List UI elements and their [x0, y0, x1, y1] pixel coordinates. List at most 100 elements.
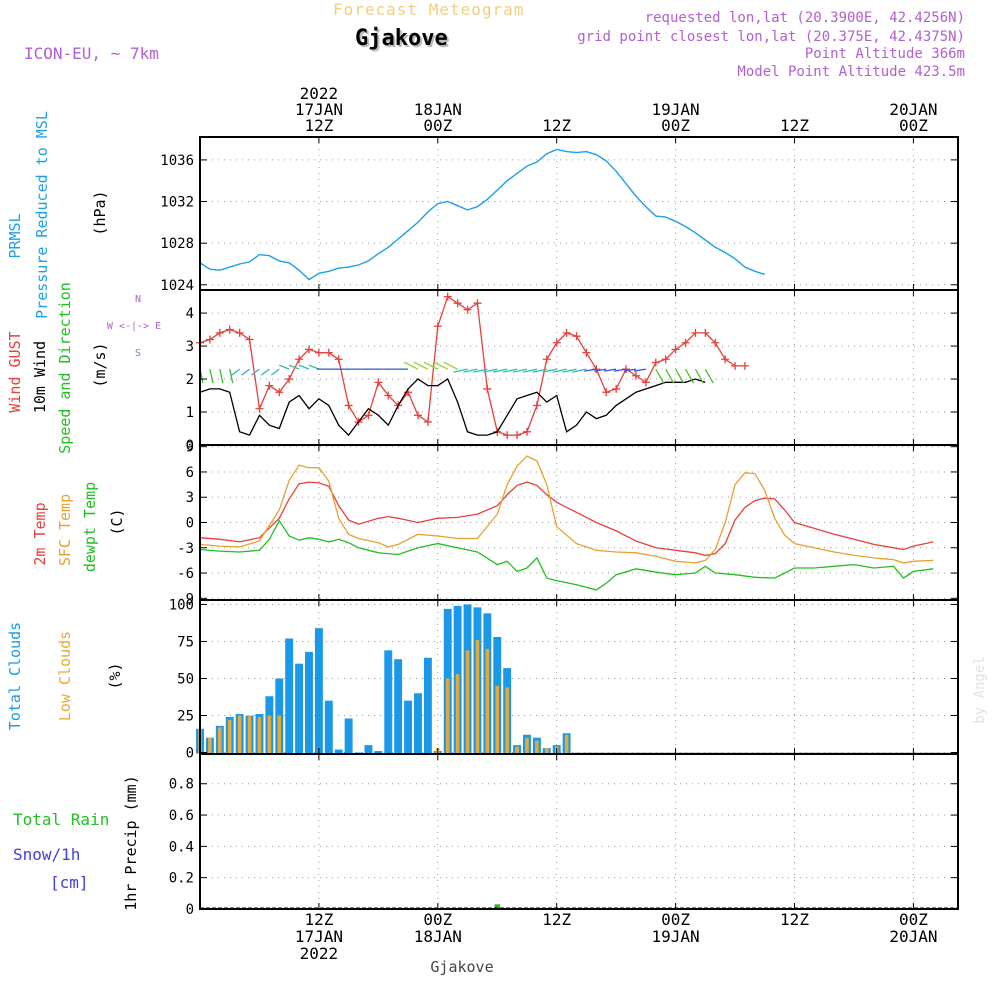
wind-arrow	[288, 364, 300, 370]
wind-arrow	[604, 368, 617, 372]
y-tick-label: 0	[186, 746, 194, 762]
wind-line	[199, 378, 706, 437]
y-tick-label: -9	[177, 591, 194, 607]
y-tick-label: 100	[169, 597, 194, 613]
gust-marker	[205, 335, 214, 344]
wind-arrow	[473, 368, 488, 373]
data-layer	[196, 148, 958, 909]
frame-layer	[199, 136, 959, 910]
wind-arrow	[241, 368, 250, 376]
dewpt-label: dewpt Temp	[81, 482, 99, 572]
wind-arrow	[704, 368, 714, 384]
model-label: ICON-EU, ~ 7km	[24, 44, 159, 63]
time-label-top: 00Z	[899, 116, 928, 135]
y-tick-label: 25	[177, 709, 194, 725]
wind-arrow	[665, 368, 675, 384]
gust-marker	[740, 361, 749, 370]
wind-arrow	[231, 368, 241, 376]
pressure-label: PRMSL	[6, 213, 24, 258]
temp-unit: (C)	[108, 508, 126, 535]
precip-label: 1hr Precip (mm)	[122, 775, 140, 910]
gust-marker	[552, 338, 561, 347]
gust-marker	[225, 325, 234, 334]
y-tick-label: 0	[186, 902, 194, 918]
wind-arrow	[493, 368, 508, 373]
wind-arrow	[308, 364, 320, 370]
cloud-total-bar	[334, 749, 343, 754]
gust-marker	[483, 384, 492, 393]
cloud-total-bar	[314, 628, 323, 754]
wind-arrow	[562, 368, 577, 373]
gust-marker	[275, 388, 284, 397]
model-altitude: Model Point Altitude 423.5m	[737, 64, 965, 80]
time-label-bottom: 00Z	[423, 910, 452, 929]
wind-arrow	[483, 368, 498, 373]
gust-marker	[691, 328, 700, 337]
cloud-total-bar	[394, 659, 403, 754]
cloud-total-bar	[285, 638, 294, 754]
cloud-low-bar	[208, 737, 212, 754]
cloud-total-bar	[295, 663, 304, 754]
cloud-low-bar	[227, 719, 232, 754]
gust-marker	[215, 328, 224, 337]
panel-frame	[199, 753, 959, 910]
wind-arrow	[613, 368, 627, 372]
wind-arrow	[219, 369, 224, 384]
y-tick-label: 1036	[160, 153, 194, 169]
temp2m-label: 2m Temp	[31, 502, 49, 565]
y-tick-label: 9	[186, 440, 194, 456]
grid-point-coords: grid point closest lon,lat (20.375E, 42.…	[577, 29, 965, 45]
y-tick-label: 6	[186, 465, 194, 481]
wind-arrow	[423, 361, 439, 370]
wind-arrow	[694, 368, 704, 384]
time-label-bottom: 17JAN	[295, 927, 343, 946]
gust-line	[199, 295, 745, 436]
time-label-bottom: 12Z	[780, 910, 809, 929]
y-tick-label: 0.8	[169, 777, 194, 793]
y-tick-label: 3	[186, 339, 194, 355]
gust-marker	[582, 348, 591, 357]
wind-arrow	[278, 364, 290, 370]
gust-marker	[513, 431, 522, 440]
sfc-label: SFC Temp	[56, 494, 74, 566]
gust-marker	[572, 332, 581, 341]
gust-marker	[324, 348, 333, 357]
y-tick-label: 0	[186, 516, 194, 532]
gust-marker	[641, 378, 650, 387]
cloud-total-bar	[364, 745, 373, 754]
gust-marker	[265, 381, 274, 390]
cloud-low-bar	[237, 715, 242, 754]
gust-marker	[433, 322, 442, 331]
gust-marker	[731, 361, 740, 370]
wind-arrow	[594, 368, 607, 372]
gust-marker	[562, 328, 571, 337]
y-tick-label: 0.6	[169, 808, 194, 824]
rain-legend: Total Rain	[13, 810, 109, 829]
cloud-total-bar	[324, 700, 333, 754]
wind-arrow	[433, 361, 449, 370]
snow-legend: Snow/1h	[13, 845, 80, 864]
wind-arrow	[572, 368, 587, 373]
time-label-bottom: 18JAN	[414, 927, 462, 946]
pressure-unit: (hPa)	[91, 190, 109, 235]
cloud-low-bar	[257, 716, 262, 754]
time-label-bottom: 00Z	[899, 910, 928, 929]
cloud-total-bar	[384, 650, 393, 754]
y-tick-label: 1032	[160, 195, 194, 211]
y-tick-label: 50	[177, 671, 194, 687]
grid-layer	[200, 137, 958, 910]
rain-bar	[494, 904, 500, 909]
gust-marker	[453, 299, 462, 308]
wind-arrow	[633, 368, 646, 372]
compass-we: W <-|-> E	[107, 321, 161, 332]
time-label-top: 00Z	[661, 116, 690, 135]
wind-arrow	[229, 369, 234, 384]
footer-location: Gjakove	[430, 958, 493, 976]
clouds-unit: (%)	[106, 662, 124, 689]
cloud-total-bar	[414, 693, 422, 754]
cloud-low-bar	[545, 748, 549, 754]
time-label-top: 18JAN	[414, 100, 462, 119]
gust-marker	[681, 338, 690, 347]
cloud-total-bar	[305, 651, 313, 754]
sfc-temp-line	[199, 455, 934, 564]
